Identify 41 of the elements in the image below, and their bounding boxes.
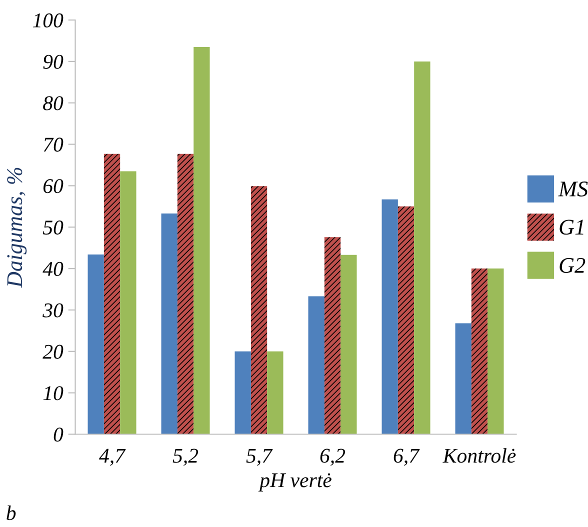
bar	[250, 186, 268, 434]
y-tick-label: 60	[43, 179, 64, 194]
bar	[471, 268, 488, 434]
y-tick-label: 100	[32, 13, 64, 28]
bar	[177, 154, 194, 434]
bar	[414, 61, 430, 434]
bar	[194, 46, 210, 434]
x-tick-label: 4,7	[99, 448, 126, 466]
bar	[88, 254, 104, 434]
bar	[120, 171, 136, 434]
y-tick-label: 20	[42, 344, 64, 359]
text: b	[6, 505, 16, 520]
bar	[267, 351, 284, 434]
x-tick-label: 5,2	[172, 448, 198, 466]
bar	[455, 323, 472, 434]
bar	[382, 199, 398, 434]
legend-label: G1	[560, 220, 584, 235]
y-axis-title: Daigumas, %	[7, 168, 27, 288]
y-tick-label: 90	[43, 54, 64, 69]
bar	[324, 237, 341, 434]
x-axis-title: pH vertė	[258, 473, 332, 492]
y-tick-label: 70	[44, 138, 64, 152]
bar	[234, 351, 251, 434]
x-tick-label: 6,2	[320, 448, 346, 466]
legend-label: G2	[560, 258, 586, 273]
bar	[488, 268, 504, 434]
y-tick-label: 10	[43, 386, 64, 400]
y-tick-label: 80	[43, 96, 64, 110]
y-tick-label: 0	[54, 428, 64, 442]
bar	[340, 254, 357, 434]
bar	[161, 213, 178, 434]
x-tick-label: 5,7	[246, 448, 273, 466]
y-tick-label: 40	[42, 262, 64, 276]
y-tick-label: 50	[42, 220, 64, 235]
x-tick-label: 6,7	[394, 448, 420, 466]
y-tick-label: 30	[42, 303, 64, 318]
bar	[104, 154, 120, 434]
x-tick-label: Kontrolė	[442, 448, 516, 463]
bar	[308, 296, 324, 434]
legend-label: MS	[558, 182, 588, 196]
bar	[398, 206, 414, 434]
